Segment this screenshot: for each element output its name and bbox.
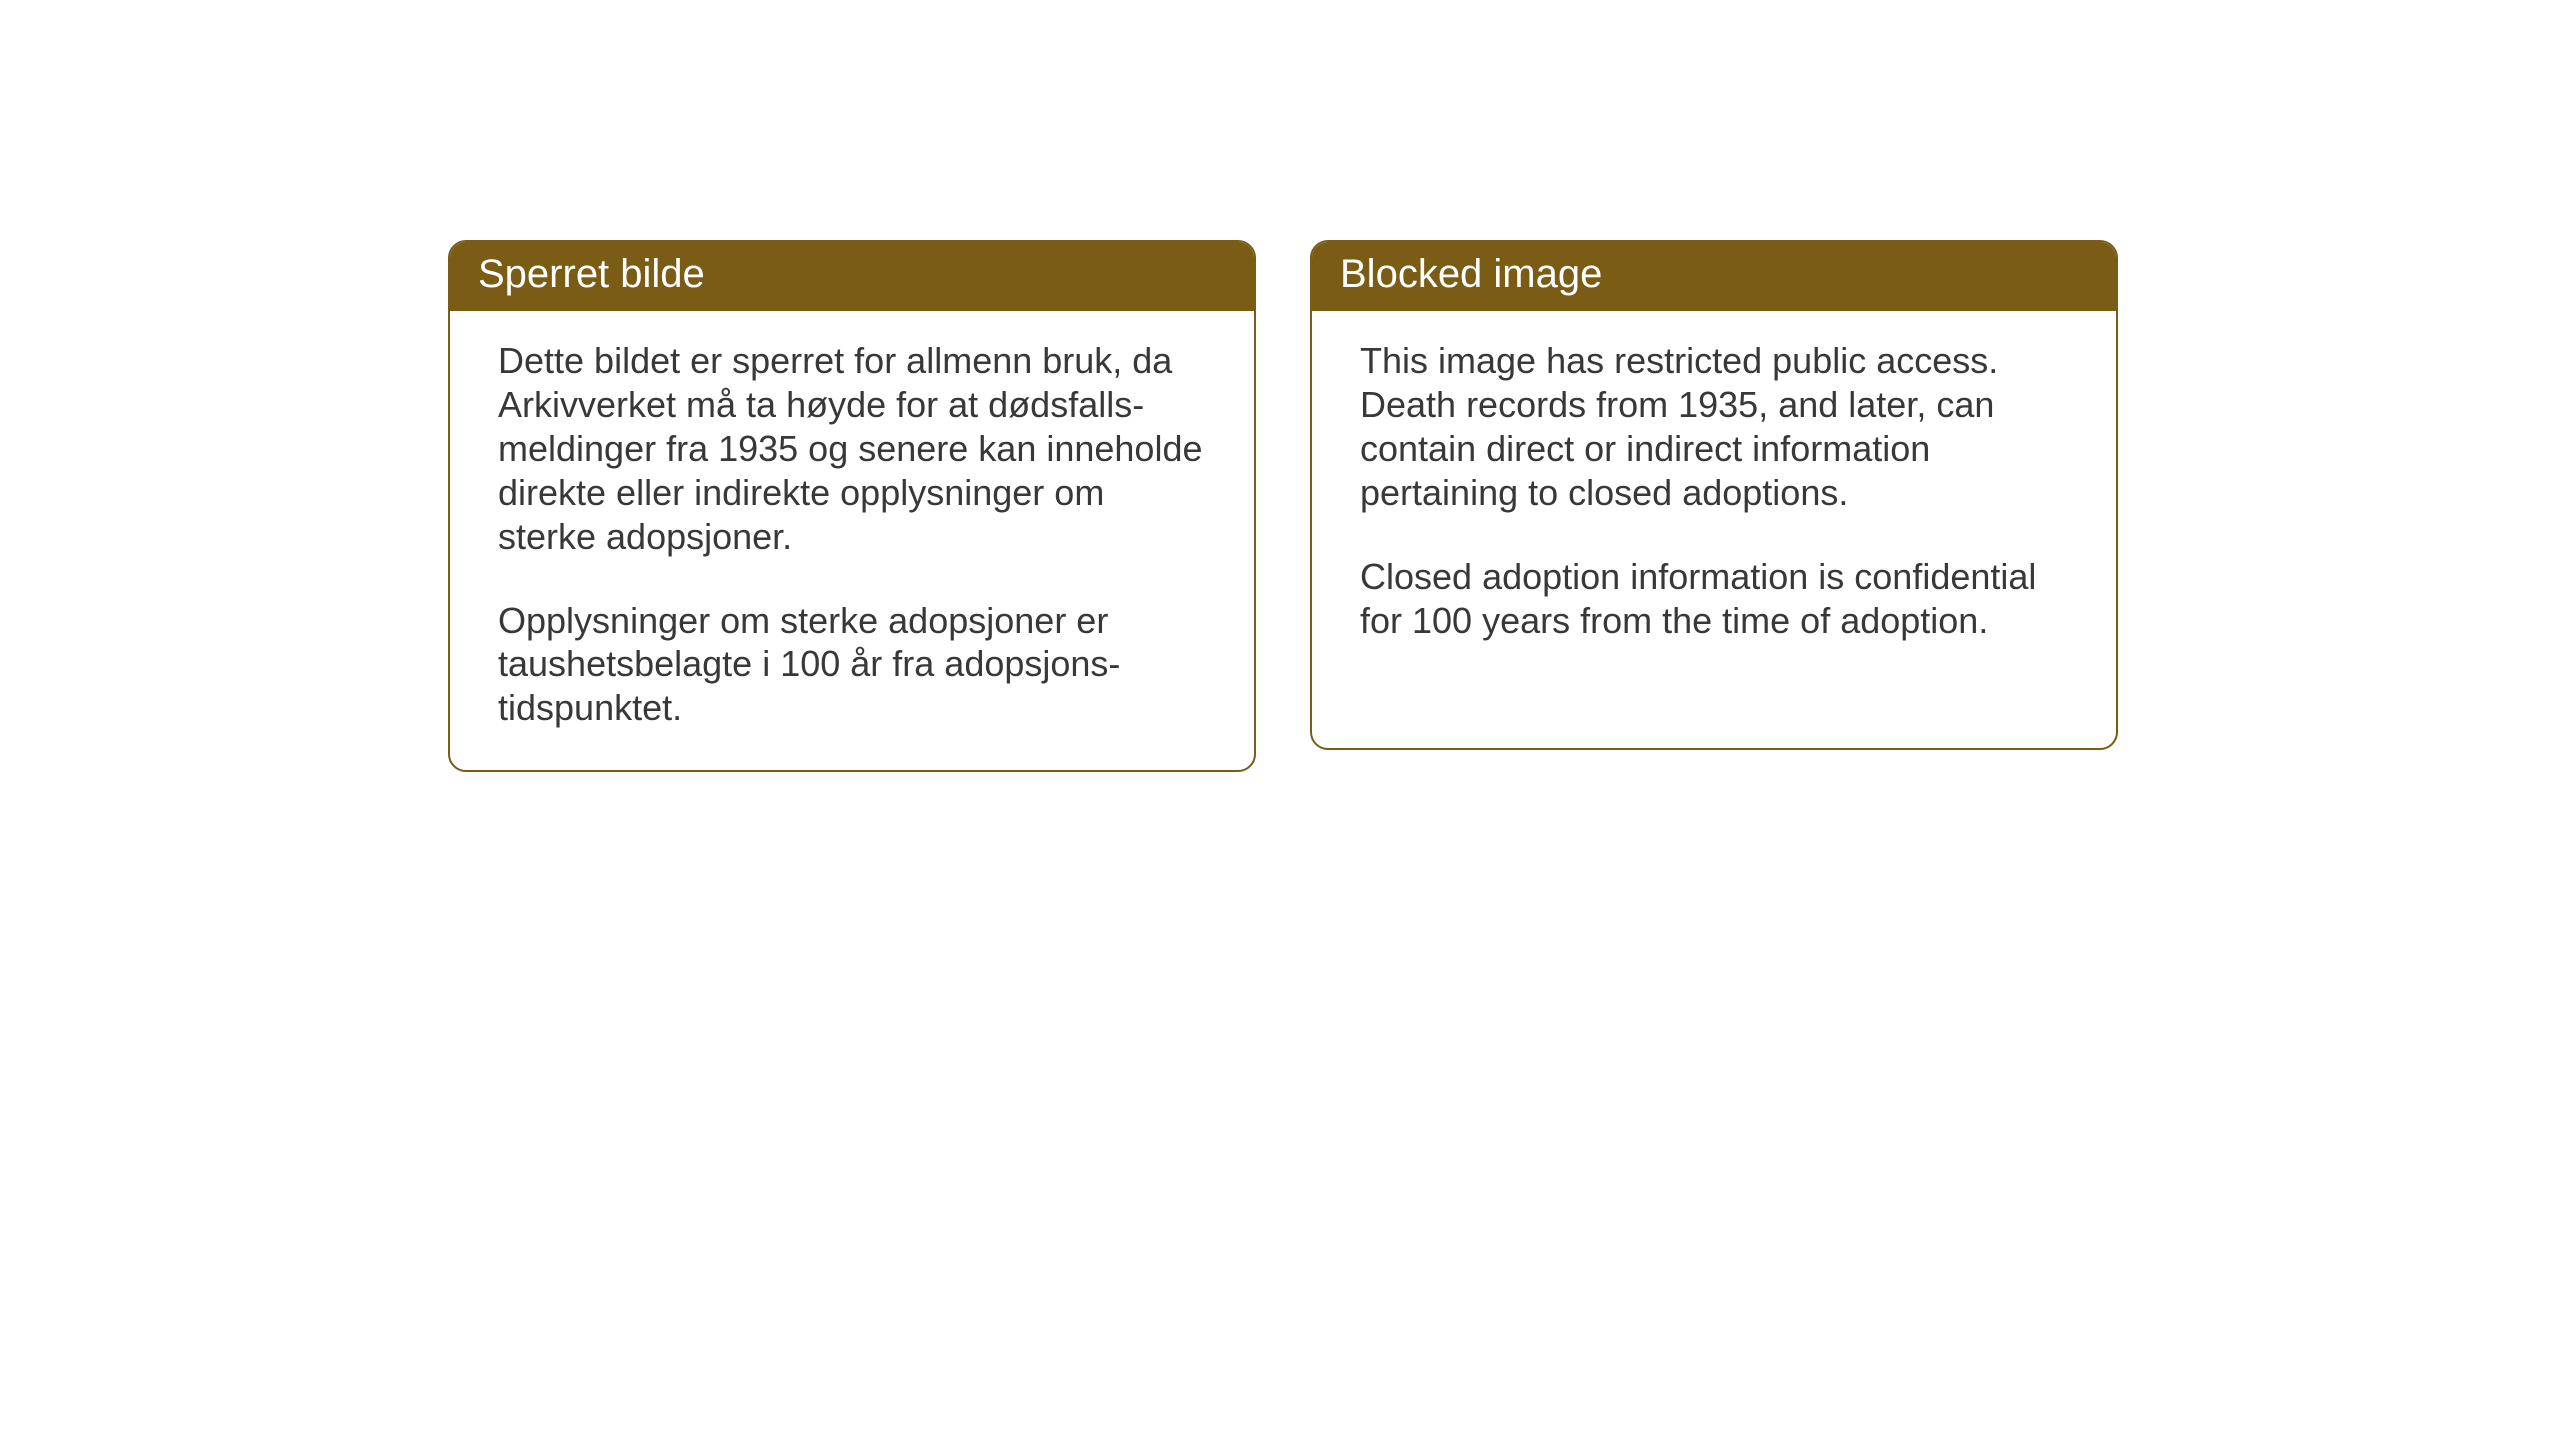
notice-cards-container: Sperret bilde Dette bildet er sperret fo… xyxy=(448,240,2118,772)
card-paragraph: This image has restricted public access.… xyxy=(1360,339,2068,515)
card-paragraph: Closed adoption information is confident… xyxy=(1360,555,2068,643)
card-paragraph: Dette bildet er sperret for allmenn bruk… xyxy=(498,339,1206,559)
card-body-english: This image has restricted public access.… xyxy=(1312,311,2116,682)
notice-card-english: Blocked image This image has restricted … xyxy=(1310,240,2118,750)
notice-card-norwegian: Sperret bilde Dette bildet er sperret fo… xyxy=(448,240,1256,772)
card-paragraph: Opplysninger om sterke adopsjoner er tau… xyxy=(498,599,1206,731)
card-header-norwegian: Sperret bilde xyxy=(450,242,1254,311)
card-header-english: Blocked image xyxy=(1312,242,2116,311)
card-title-norwegian: Sperret bilde xyxy=(478,252,705,296)
card-body-norwegian: Dette bildet er sperret for allmenn bruk… xyxy=(450,311,1254,770)
card-title-english: Blocked image xyxy=(1340,252,1602,296)
